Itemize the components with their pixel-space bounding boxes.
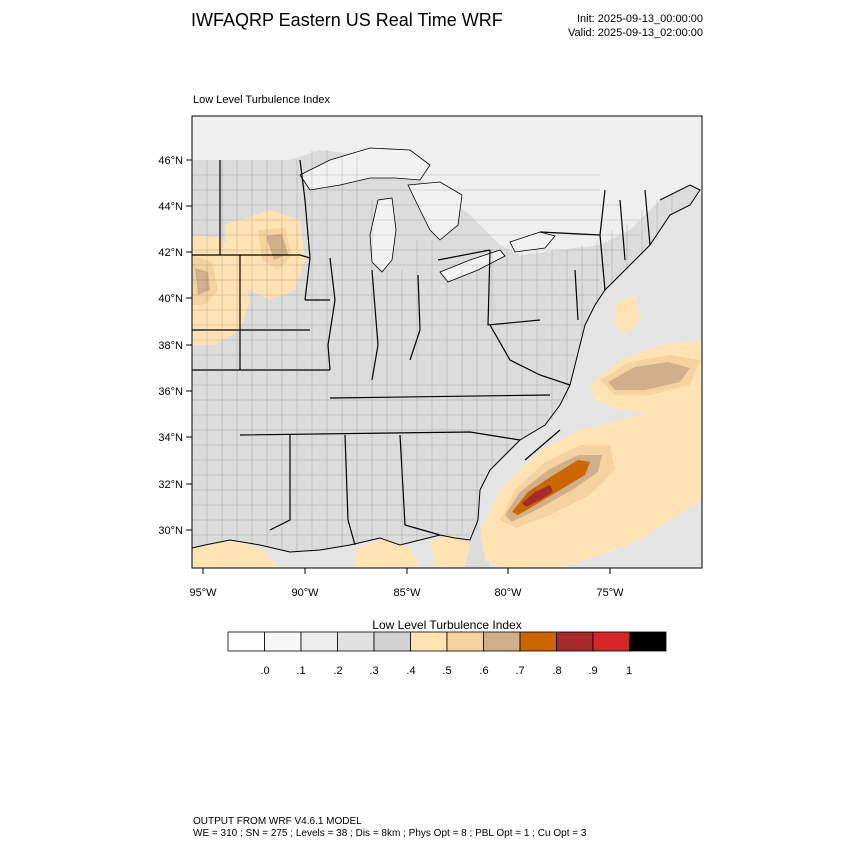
turbulence-band-07-iowa (266, 234, 288, 260)
colorbar-box-3 (337, 631, 375, 652)
colorbar-box-1 (264, 631, 302, 652)
colorbar (227, 631, 667, 652)
colorbar-box-7 (483, 631, 521, 652)
lat-label-44: 44°N (158, 201, 183, 213)
lake-huron (407, 181, 463, 241)
colorbar-box-8 (519, 631, 557, 652)
lat-label-42: 42°N (158, 247, 183, 259)
county-lines (192, 150, 673, 552)
lon-label-80: 80°W (494, 587, 522, 599)
lat-label-46: 46°N (158, 155, 183, 167)
footer-config: WE = 310 ; SN = 275 ; Levels = 38 ; Dis … (193, 828, 587, 839)
lat-label-32: 32°N (158, 479, 183, 491)
colorbar-box-0 (227, 631, 265, 652)
colorbar-box-2 (300, 631, 338, 652)
colorbar-box-10 (592, 631, 630, 652)
lon-ticks (202, 568, 611, 574)
cb-label-2: .2 (333, 665, 342, 677)
lat-ticks (186, 159, 192, 531)
colorbar-box-11 (629, 631, 667, 652)
lat-label-40: 40°N (158, 293, 183, 305)
colorbar-title: Low Level Turbulence Index (372, 618, 522, 632)
init-time: Init: 2025-09-13_00:00:00 (577, 13, 703, 25)
colorbar-box-4 (373, 631, 411, 652)
lat-labels: 46°N 44°N 42°N 40°N 38°N 36°N 34°N 32°N … (158, 155, 183, 537)
turbulence-band-07-offshore (608, 362, 690, 390)
state-boundaries (192, 159, 651, 546)
cb-label-7: .7 (515, 665, 524, 677)
cb-label-9: .9 (588, 665, 597, 677)
canada-region (192, 116, 702, 255)
turbulence-band-09 (522, 485, 553, 507)
cb-label-6: .6 (479, 665, 488, 677)
turbulence-area-panhandle (430, 535, 470, 568)
map-frame (191, 115, 703, 569)
coastline (192, 184, 701, 553)
cb-label-4: .4 (406, 665, 415, 677)
colorbar-labels: .0 .1 .2 .3 .4 .5 .6 .7 .8 .9 1 (260, 665, 632, 677)
cb-label-10: 1 (626, 665, 632, 677)
colorbar-box-9 (556, 631, 594, 652)
cb-label-8: .8 (552, 665, 561, 677)
lat-label-34: 34°N (158, 432, 183, 444)
turbulence-area-gulf (192, 540, 280, 568)
lake-ontario (509, 231, 556, 253)
cb-label-3: .3 (369, 665, 378, 677)
turbulence-area-gulf-east (355, 538, 420, 568)
lake-erie (439, 249, 506, 283)
lon-label-75: 75°W (596, 587, 624, 599)
lon-labels: 95°W 90°W 85°W 80°W 75°W (189, 587, 624, 599)
map-layer (192, 116, 702, 568)
main-title: IWFAQRP Eastern US Real Time WRF (191, 10, 503, 30)
colorbar-box-5 (410, 631, 448, 652)
lat-label-36: 36°N (158, 386, 183, 398)
cb-label-1: .1 (296, 665, 305, 677)
turbulence-band-07-west (195, 268, 210, 295)
lon-label-95: 95°W (189, 587, 217, 599)
lat-label-30: 30°N (158, 525, 183, 537)
valid-time: Valid: 2025-09-13_02:00:00 (568, 27, 703, 39)
us-land (192, 150, 700, 552)
turbulence-area-nj (615, 295, 640, 335)
lat-label-38: 38°N (158, 340, 183, 352)
cb-label-5: .5 (442, 665, 451, 677)
colorbar-box-6 (446, 631, 484, 652)
cb-label-0: .0 (260, 665, 269, 677)
lon-label-90: 90°W (291, 587, 319, 599)
footer-model: OUTPUT FROM WRF V4.6.1 MODEL (193, 816, 362, 827)
lon-label-85: 85°W (393, 587, 421, 599)
lake-superior (299, 147, 431, 191)
plot-subtitle: Low Level Turbulence Index (193, 94, 330, 106)
